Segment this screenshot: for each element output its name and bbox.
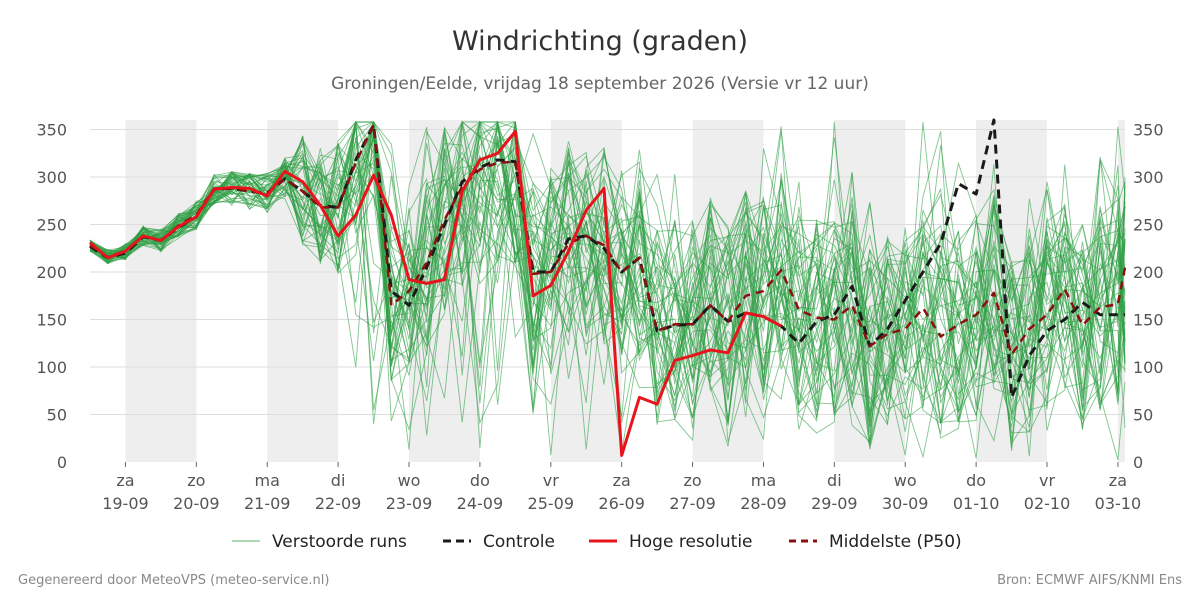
x-tick-day: do — [966, 471, 986, 490]
weekend-band — [125, 120, 197, 462]
y-tick-label: 200 — [36, 263, 67, 282]
y-tick-label: 100 — [1133, 358, 1164, 377]
x-tick-date: 03-10 — [1095, 494, 1142, 513]
x-tick-date: 29-09 — [811, 494, 858, 513]
legend-label-ensemble: Verstoorde runs — [272, 532, 407, 552]
x-tick-day: di — [827, 471, 842, 490]
footer-generated-by: Gegenereerd door MeteoVPS (meteo-service… — [18, 573, 329, 588]
x-tick-day: za — [116, 471, 134, 490]
x-tick-date: 28-09 — [740, 494, 787, 513]
footer-source: Bron: ECMWF AIFS/KNMI Ens — [997, 573, 1182, 588]
y-tick-label: 350 — [36, 121, 67, 140]
x-tick-day: wo — [398, 471, 421, 490]
y-tick-label: 50 — [47, 406, 67, 425]
legend: Verstoorde runs Controle Hoge resolutie Mid… — [232, 532, 962, 552]
x-tick-day: ma — [751, 471, 776, 490]
x-tick-date: 01-10 — [953, 494, 1000, 513]
ensemble-run-line — [89, 121, 1126, 434]
x-tick-day: ma — [255, 471, 280, 490]
x-tick-date: 25-09 — [528, 494, 575, 513]
x-axis: za 19-09 zo 20-09 ma 21-09 di 22-09 wo 23-09 do 24-… — [102, 462, 1141, 513]
ensemble-run-line — [89, 121, 1126, 442]
x-tick-day: wo — [894, 471, 917, 490]
ensemble-run-line — [89, 121, 1126, 420]
y-tick-label: 300 — [1133, 168, 1164, 187]
controle-line — [89, 118, 1125, 399]
x-tick-day: do — [470, 471, 490, 490]
y-tick-label: 250 — [36, 216, 67, 235]
x-tick-date: 22-09 — [315, 494, 362, 513]
x-tick-day: vr — [1039, 471, 1055, 490]
y-tick-label: 200 — [1133, 263, 1164, 282]
x-tick-date: 20-09 — [173, 494, 220, 513]
x-tick-day: zo — [187, 471, 205, 490]
legend-label-p50: Middelste (P50) — [829, 532, 962, 552]
y-tick-label: 50 — [1133, 406, 1153, 425]
y-tick-label: 0 — [1133, 453, 1143, 472]
chart-subtitle: Groningen/Eelde, vrijdag 18 september 20… — [331, 74, 869, 94]
ensemble-run-line — [89, 125, 1126, 422]
legend-label-hoge_resolutie: Hoge resolutie — [629, 532, 753, 552]
ensemble-run-line — [89, 121, 1126, 415]
x-tick-day: zo — [683, 471, 701, 490]
x-tick-date: 27-09 — [669, 494, 716, 513]
ensemble-run-line — [89, 120, 1126, 418]
x-tick-date: 30-09 — [882, 494, 929, 513]
y-tick-label: 300 — [36, 168, 67, 187]
x-tick-date: 02-10 — [1024, 494, 1071, 513]
legend-label-controle: Controle — [483, 532, 555, 552]
ensemble-run-line — [89, 121, 1126, 459]
ensemble-run-line — [89, 121, 1126, 436]
x-tick-date: 19-09 — [102, 494, 149, 513]
ensemble-run-line — [89, 121, 1126, 453]
y-tick-label: 150 — [1133, 311, 1164, 330]
y-tick-label: 350 — [1133, 121, 1164, 140]
x-tick-day: za — [613, 471, 631, 490]
p50-line — [89, 123, 1127, 356]
ensemble-run-line — [89, 121, 1126, 423]
y-tick-label: 250 — [1133, 216, 1164, 235]
x-tick-date: 26-09 — [598, 494, 645, 513]
x-tick-day: vr — [543, 471, 559, 490]
chart-title: Windrichting (graden) — [452, 26, 748, 57]
main-series — [89, 118, 1127, 457]
x-tick-date: 23-09 — [386, 494, 433, 513]
ensemble-run-line — [89, 127, 1126, 418]
y-tick-label: 150 — [36, 311, 67, 330]
x-tick-day: di — [331, 471, 346, 490]
y-tick-label: 0 — [57, 453, 67, 472]
ensemble-run-line — [89, 135, 1126, 428]
x-tick-date: 21-09 — [244, 494, 291, 513]
x-tick-day: za — [1109, 471, 1127, 490]
hoge-resolutie-line — [89, 129, 782, 457]
x-tick-date: 24-09 — [457, 494, 504, 513]
y-axis-left: 0 50 100 150 200 250 300 350 — [36, 121, 67, 473]
y-tick-label: 100 — [36, 358, 67, 377]
y-axis-right: 0 50 100 150 200 250 300 350 — [1133, 121, 1164, 473]
